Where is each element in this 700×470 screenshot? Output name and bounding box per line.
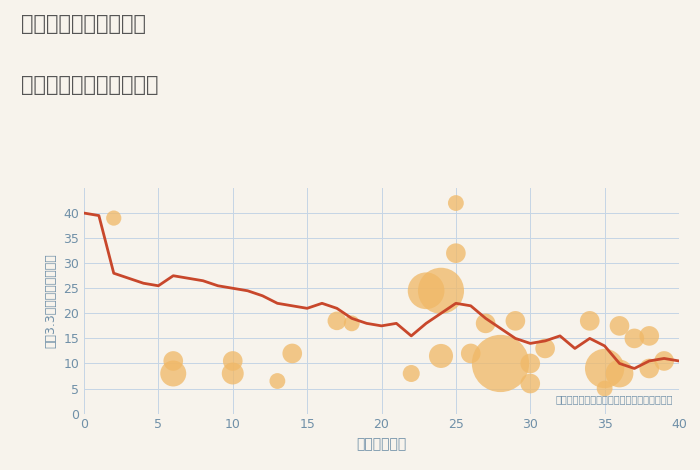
Point: [480, 320, 491, 327]
Point: [644, 365, 655, 372]
Text: 岐阜県下呂市三ツ渕の: 岐阜県下呂市三ツ渕の: [21, 14, 146, 34]
Point: [108, 214, 119, 222]
Point: [510, 317, 521, 325]
Point: [525, 360, 536, 367]
Point: [227, 370, 238, 377]
Point: [465, 350, 476, 357]
Point: [272, 377, 283, 385]
Point: [584, 317, 595, 325]
Point: [435, 287, 447, 295]
Point: [614, 322, 625, 329]
Point: [168, 370, 179, 377]
Point: [406, 370, 417, 377]
Point: [421, 287, 432, 295]
Text: 築年数別中古戸建て価格: 築年数別中古戸建て価格: [21, 75, 158, 95]
Point: [331, 317, 342, 325]
Point: [495, 360, 506, 367]
Point: [525, 380, 536, 387]
Point: [614, 370, 625, 377]
Point: [450, 199, 461, 207]
X-axis label: 築年数（年）: 築年数（年）: [356, 437, 407, 451]
Y-axis label: 坪（3.3㎡）単価（万円）: 坪（3.3㎡）単価（万円）: [45, 253, 57, 348]
Point: [659, 357, 670, 365]
Point: [287, 350, 298, 357]
Point: [168, 357, 179, 365]
Text: 円の大きさは、取引のあった物件面積を示す: 円の大きさは、取引のあった物件面積を示す: [556, 395, 673, 405]
Point: [644, 332, 655, 340]
Point: [435, 352, 447, 360]
Point: [629, 335, 640, 342]
Point: [227, 357, 238, 365]
Point: [346, 320, 357, 327]
Point: [450, 250, 461, 257]
Point: [599, 365, 610, 372]
Point: [599, 385, 610, 392]
Point: [540, 345, 551, 352]
